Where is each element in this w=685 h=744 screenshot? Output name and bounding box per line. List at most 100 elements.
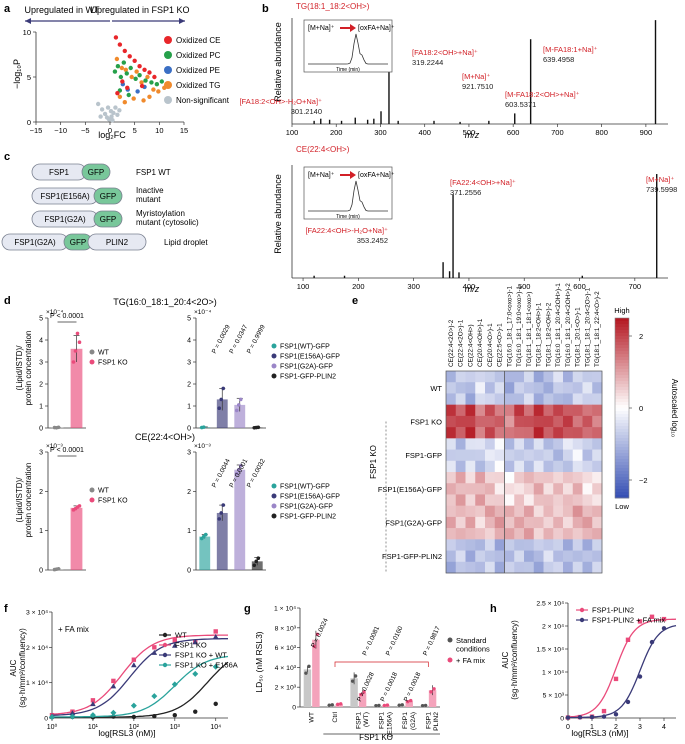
b-x-tick-label: 800 <box>595 128 608 137</box>
panel-a-ylabel: −log₁₀P <box>12 59 22 89</box>
e-heat-cell <box>533 483 544 495</box>
e-heat-cell <box>572 404 583 417</box>
curve-point <box>90 701 96 707</box>
e-heat-cell <box>446 483 457 495</box>
b-inset-xlabel: Time (min) <box>336 67 360 73</box>
curve-point <box>213 701 218 707</box>
e-colorbar-segment <box>615 321 629 325</box>
e-column-label: CE(20:4<O>)-1 <box>487 323 494 367</box>
g-pvalue-top: P = 0.0081 <box>361 625 381 657</box>
g-pvalue-bottom: P = 0.0018 <box>403 671 423 703</box>
e-column-label: TG(18:1_18:1_20:4<2O>)-1 <box>584 287 591 367</box>
e-heat-cell <box>475 427 486 439</box>
e-column-label: TG(18:1_18:1_22:4<O>)-2 <box>594 291 601 367</box>
b-x-tick-label: 100 <box>297 282 310 291</box>
c-row-label: Lipid droplet <box>164 238 208 247</box>
curve-legend-label: FSP1 KO + WT <box>175 651 227 660</box>
curve-point <box>637 619 643 624</box>
g-point <box>377 703 381 708</box>
a-point <box>147 70 152 75</box>
e-heat-cell <box>543 382 554 394</box>
e-colorbar-segment <box>615 384 629 388</box>
b-inset-arrow-icon <box>340 24 356 32</box>
e-column-label: CE(22:4<2O>)-1 <box>458 319 465 367</box>
e-heat-cell <box>553 438 564 450</box>
e-heat-cell <box>485 438 496 450</box>
d-y-tick-label: 2 <box>39 382 43 389</box>
e-heat-cell <box>455 561 466 574</box>
a-point <box>112 69 118 74</box>
d-legend-label: FSP1(E156A)-GFP <box>280 354 340 361</box>
g-bar <box>335 704 343 707</box>
a-x-tick-label: 5 <box>133 126 137 135</box>
e-heat-cell <box>582 528 593 540</box>
e-heat-cell <box>455 505 466 518</box>
curve-point <box>171 681 178 688</box>
a-point <box>98 114 103 119</box>
a-point <box>119 65 125 71</box>
e-heat-cell <box>582 382 593 394</box>
d-legend-label: FSP1(WT)-GFP <box>280 344 330 351</box>
curve-point <box>613 676 619 682</box>
e-heat-cell <box>494 561 505 574</box>
d-y-tick-label: 1 <box>39 528 43 535</box>
e-column-label: CE(22:4<2O>)-2 <box>448 319 455 367</box>
g-bar <box>312 639 320 707</box>
a-point <box>117 94 123 100</box>
a-point <box>154 82 160 87</box>
b-peak-label: [M+Na]⁺ <box>462 72 490 81</box>
g-point <box>315 632 320 636</box>
e-colorbar-segment <box>615 369 629 373</box>
e-heat-cell <box>475 371 486 383</box>
e-colorbar-segment <box>615 363 629 367</box>
c-construct-label: GFP <box>88 168 104 177</box>
e-heat-cell <box>592 415 603 428</box>
d-bar <box>234 404 246 428</box>
e-heat-cell <box>465 539 476 551</box>
g-x-category-label: FSP1(WT) <box>355 712 370 729</box>
e-heat-cell <box>485 505 496 518</box>
e-heat-cell <box>514 404 525 417</box>
e-heat-cell <box>543 483 554 495</box>
e-heat-cell <box>572 415 583 428</box>
e-heat-cell <box>572 561 583 574</box>
e-heat-cell <box>494 516 505 529</box>
e-heat-cell <box>465 449 476 462</box>
e-heat-cell <box>504 404 515 417</box>
e-heat-cell <box>446 404 457 417</box>
e-heat-cell <box>572 516 583 529</box>
e-heat-cell <box>572 494 583 506</box>
c-construct-box <box>93 187 123 205</box>
e-heat-cell <box>514 382 525 394</box>
e-heat-cell <box>582 371 593 383</box>
g-y-tick-label: 4 × 10³ <box>275 665 297 672</box>
d-legend-marker <box>89 497 95 503</box>
e-heat-cell <box>582 494 593 506</box>
b-inset-right-label: [oxFA+Na]⁺ <box>358 25 395 32</box>
panel-g: g LD₅₀ (nM RSL3) 0 2 × 10³ 4 × 10³ 6 × 10³ 8… <box>244 603 490 742</box>
e-heat-cell <box>543 539 554 551</box>
a-point <box>113 35 119 40</box>
curve-legend-label: FSP1-PLIN2 + FA mix <box>592 616 665 625</box>
e-heat-cell <box>553 550 564 563</box>
e-heat-cell <box>592 472 603 484</box>
a-point <box>122 48 128 54</box>
panel-h-xlabel: log[RSL3 (nM)] <box>571 728 628 738</box>
e-heat-cell <box>504 516 515 529</box>
e-heat-cell <box>524 427 535 439</box>
d-legend-marker <box>271 493 277 499</box>
e-heat-cell <box>475 505 486 518</box>
e-colorbar-segment <box>615 456 629 460</box>
curve-point <box>152 645 157 650</box>
e-heat-cell <box>494 382 505 394</box>
a-point <box>134 69 139 74</box>
curve-point <box>49 713 55 720</box>
e-heat-cell <box>494 528 505 540</box>
curve-x-tick-label: 0 <box>566 724 570 731</box>
e-heat-cell <box>553 483 564 495</box>
b-x-tick-label: 600 <box>507 128 520 137</box>
e-heat-cell <box>514 561 525 574</box>
e-heat-cell <box>475 550 486 563</box>
panel-e-letter: e <box>352 295 358 307</box>
b-peak-mz: 319.2244 <box>412 58 443 67</box>
